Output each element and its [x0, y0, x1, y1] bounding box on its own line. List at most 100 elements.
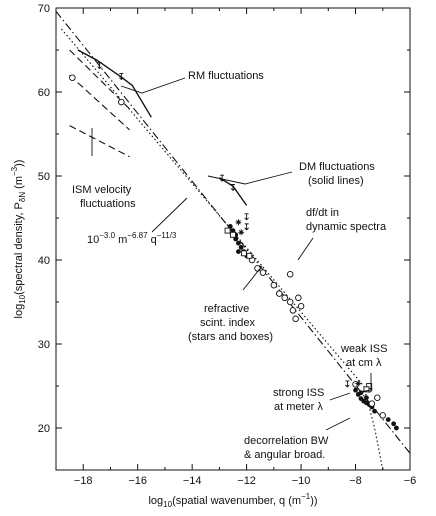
open-point	[368, 400, 376, 407]
fit-q-sup: −11/3	[157, 231, 177, 240]
dashed-line	[69, 125, 130, 158]
solid-line	[77, 49, 152, 118]
weak-annotation-line1: weak ISS	[340, 343, 387, 355]
x-tick-label: −10	[292, 475, 311, 487]
ylabel-sub2: δN	[18, 192, 27, 202]
axis-ticks: −18 −16 −14 −12 −10 −8 −6 20 30 40 50 60 70	[38, 3, 417, 487]
xlabel-rest: (spatial wavenumber, q (m	[172, 495, 301, 507]
open-point	[292, 315, 299, 323]
x-tick-label: −12	[237, 475, 256, 487]
rm-annotation: RM fluctuations	[188, 70, 264, 82]
rm-leader	[120, 77, 186, 94]
strong-leader	[329, 392, 351, 401]
y-tick-label: 20	[38, 423, 50, 435]
ylabel-sub: 10	[18, 294, 27, 303]
open-point	[276, 290, 283, 297]
open-point	[286, 298, 294, 306]
filled-point	[236, 240, 241, 246]
strong-annotation-line1: strong ISS	[273, 387, 324, 399]
box-point	[246, 252, 253, 259]
refr-annotation-line1: refractive	[204, 303, 249, 315]
filled-point	[391, 421, 397, 427]
limit-marker	[97, 62, 102, 70]
x-tick-label: −14	[183, 475, 202, 487]
fit-coef: 10	[87, 234, 99, 246]
dfdt-annotation-line2: dynamic spectra	[306, 221, 387, 233]
fit-unit: m	[115, 234, 127, 246]
limit-marker	[345, 380, 350, 388]
data-series	[55, 11, 411, 471]
y-tick-label: 70	[38, 3, 50, 15]
ylabel-sup: −3	[10, 166, 19, 176]
limit-marker	[219, 174, 225, 182]
xlabel-main: log	[148, 495, 163, 507]
limit-marker	[119, 73, 124, 81]
ylabel-main: log	[13, 304, 25, 319]
star-point	[235, 219, 242, 226]
ism-annotation-line2: fluctuations	[80, 198, 136, 210]
filled-point	[372, 408, 377, 414]
filled-point	[233, 236, 239, 242]
box-point	[230, 231, 236, 238]
fit-annotation: 10−3.0 m−6.87 q−11/3	[87, 231, 177, 246]
ism-annotation-line1: ISM velocity	[72, 184, 132, 196]
refr-leader	[242, 265, 263, 291]
box-point	[240, 250, 247, 257]
star-point	[238, 229, 245, 236]
refr-annotation-line3: (stars and boxes)	[188, 331, 273, 343]
weak-annotation-line2: at cm λ	[346, 357, 382, 369]
y-tick-label: 60	[38, 87, 50, 99]
filled-point	[393, 425, 399, 431]
ylabel-rest2: (m	[13, 176, 25, 192]
dashed-line	[69, 74, 130, 131]
open-point	[297, 302, 305, 310]
limit-marker	[244, 213, 249, 221]
dotted-line	[60, 28, 384, 471]
dfdt-annotation-line1: df/dt in	[306, 207, 339, 219]
dm-annotation-line2: (solid lines)	[308, 175, 364, 187]
decor-annotation-line2: & angular broad.	[244, 449, 325, 461]
open-point	[295, 294, 302, 302]
dm-leader	[207, 171, 293, 185]
open-point	[379, 412, 387, 419]
box-point	[363, 386, 370, 393]
fit-q: q	[148, 234, 157, 246]
xlabel-sup: −1	[301, 492, 311, 501]
dashed-line	[69, 49, 130, 110]
open-point	[270, 281, 278, 289]
open-point	[289, 307, 297, 314]
filled-point	[236, 249, 241, 255]
xlabel-sub: 10	[163, 500, 172, 509]
y-tick-label: 40	[38, 255, 50, 267]
filled-point	[227, 224, 233, 229]
fit-unit-sup: −6.87	[127, 231, 148, 240]
dfdt-leader	[297, 237, 314, 261]
filled-point	[353, 387, 358, 393]
open-point	[281, 294, 288, 302]
open-point	[259, 269, 267, 276]
ylabel-end: ))	[13, 160, 25, 167]
filled-point	[238, 245, 244, 250]
x-tick-label: −16	[128, 475, 147, 487]
x-tick-label: −6	[404, 475, 417, 487]
filled-point	[385, 417, 391, 422]
decor-leader	[325, 417, 351, 431]
xlabel-end: ))	[310, 495, 317, 507]
x-tick-label: −18	[74, 475, 93, 487]
weak-leader	[359, 373, 372, 393]
dm-annotation-line1: DM fluctuations	[299, 161, 375, 173]
filled-point	[230, 228, 236, 234]
y-tick-label: 30	[38, 339, 50, 351]
annotation-leaders	[91, 77, 372, 431]
open-point	[118, 98, 125, 106]
star-point	[355, 380, 362, 387]
open-point	[374, 394, 381, 402]
open-point	[254, 265, 261, 272]
limit-marker	[230, 183, 236, 192]
fit-coef-sup: −3.0	[99, 231, 115, 240]
decor-annotation-line1: decorrelation BW	[244, 435, 329, 447]
ylabel-rest: (spectral density, P	[13, 202, 25, 295]
refr-annotation-line2: scint. index	[200, 317, 256, 329]
limit-marker	[244, 223, 249, 231]
